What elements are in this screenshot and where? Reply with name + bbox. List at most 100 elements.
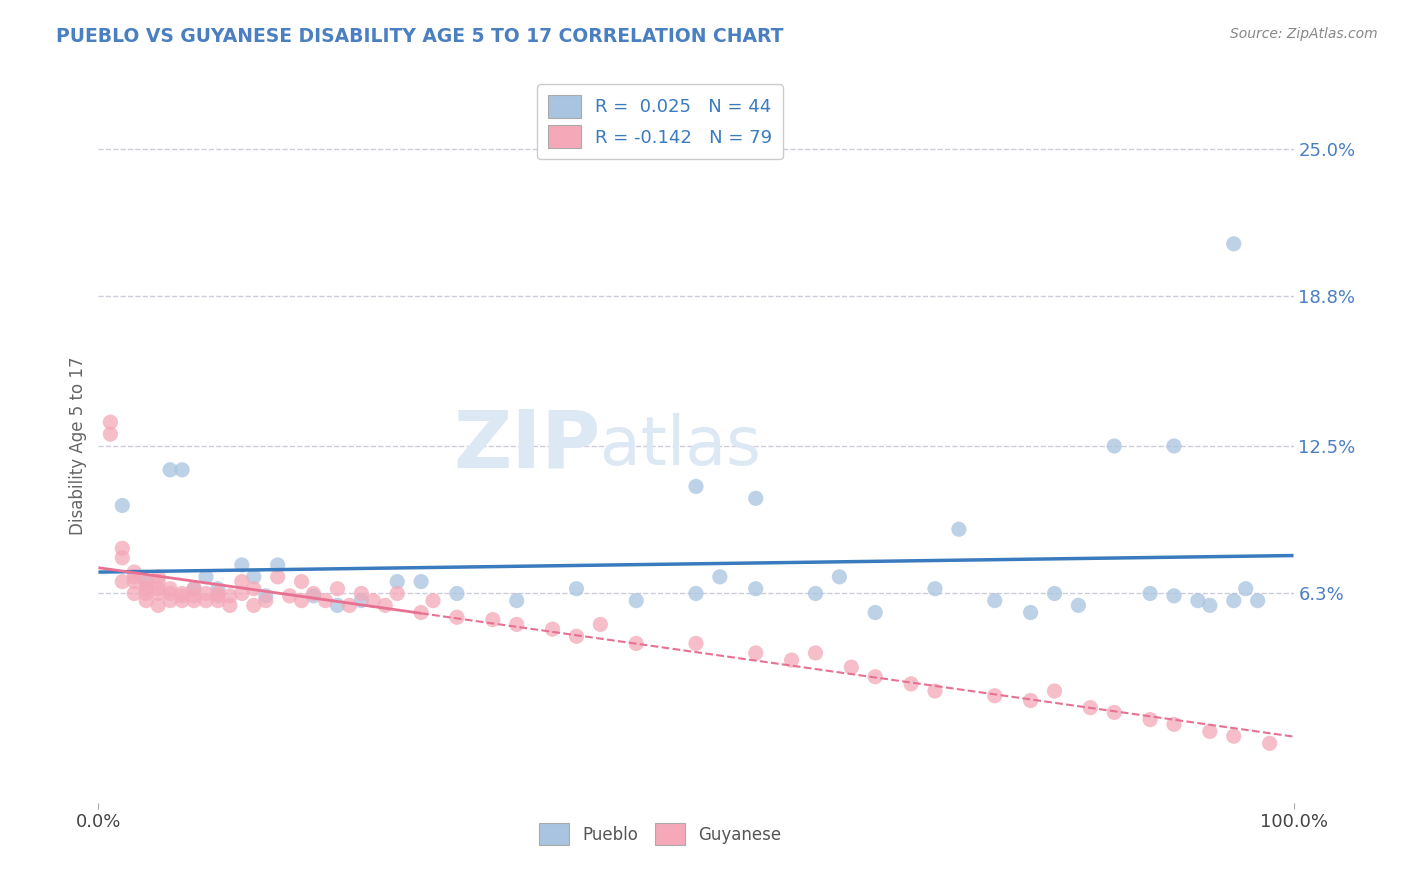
Point <box>565 629 588 643</box>
Point <box>626 593 648 607</box>
Point <box>124 586 146 600</box>
Point <box>339 599 361 613</box>
Point <box>135 582 157 596</box>
Point <box>243 599 266 613</box>
Point <box>302 586 325 600</box>
Point <box>506 593 529 607</box>
Point <box>828 570 851 584</box>
Y-axis label: Disability Age 5 to 17: Disability Age 5 to 17 <box>69 357 87 535</box>
Point <box>183 582 205 596</box>
Point <box>124 570 146 584</box>
Point <box>111 574 134 589</box>
Point <box>98 415 122 429</box>
Point <box>278 589 301 603</box>
Point <box>984 689 1007 703</box>
Point <box>745 582 768 596</box>
Text: ZIP: ZIP <box>453 407 600 485</box>
Point <box>302 589 325 603</box>
Point <box>363 593 385 607</box>
Point <box>350 593 373 607</box>
Point <box>219 589 242 603</box>
Point <box>1199 599 1222 613</box>
Point <box>135 586 157 600</box>
Point <box>172 593 194 607</box>
Point <box>1247 593 1270 607</box>
Point <box>780 653 803 667</box>
Point <box>243 582 266 596</box>
Point <box>291 593 314 607</box>
Point <box>291 574 314 589</box>
Point <box>1043 586 1066 600</box>
Point <box>1187 593 1209 607</box>
Text: PUEBLO VS GUYANESE DISABILITY AGE 5 TO 17 CORRELATION CHART: PUEBLO VS GUYANESE DISABILITY AGE 5 TO 1… <box>56 27 783 45</box>
Point <box>159 586 181 600</box>
Point <box>1163 717 1185 731</box>
Point <box>148 570 170 584</box>
Point <box>1163 589 1185 603</box>
Point <box>267 570 290 584</box>
Point <box>1043 684 1066 698</box>
Point <box>900 677 922 691</box>
Point <box>148 599 170 613</box>
Text: Source: ZipAtlas.com: Source: ZipAtlas.com <box>1230 27 1378 41</box>
Point <box>626 636 648 650</box>
Point <box>541 622 564 636</box>
Point <box>231 574 253 589</box>
Point <box>745 491 768 506</box>
Point <box>565 582 588 596</box>
Point <box>745 646 768 660</box>
Point <box>446 610 468 624</box>
Point <box>1067 599 1090 613</box>
Point <box>1139 586 1161 600</box>
Point <box>709 570 731 584</box>
Point <box>159 593 181 607</box>
Point <box>135 582 157 596</box>
Point <box>374 599 396 613</box>
Text: atlas: atlas <box>600 413 761 479</box>
Point <box>254 593 277 607</box>
Point <box>135 593 157 607</box>
Point <box>841 660 863 674</box>
Point <box>219 599 242 613</box>
Point <box>422 593 444 607</box>
Point <box>111 499 134 513</box>
Point <box>1223 593 1246 607</box>
Point <box>446 586 468 600</box>
Point <box>506 617 529 632</box>
Point <box>135 574 157 589</box>
Point <box>172 586 194 600</box>
Point <box>1139 713 1161 727</box>
Point <box>1223 236 1246 251</box>
Point <box>1258 736 1281 750</box>
Point <box>1163 439 1185 453</box>
Point <box>135 574 157 589</box>
Point <box>231 586 253 600</box>
Point <box>924 582 946 596</box>
Point <box>804 586 827 600</box>
Point <box>315 593 337 607</box>
Point <box>111 550 134 565</box>
Point <box>159 582 181 596</box>
Point <box>254 589 277 603</box>
Point <box>98 427 122 442</box>
Point <box>1019 693 1042 707</box>
Point <box>124 574 146 589</box>
Point <box>481 613 505 627</box>
Point <box>243 570 266 584</box>
Point <box>148 582 170 596</box>
Point <box>984 593 1007 607</box>
Point <box>172 463 194 477</box>
Point <box>385 574 409 589</box>
Point <box>148 586 170 600</box>
Point <box>685 479 707 493</box>
Point <box>411 574 433 589</box>
Point <box>589 617 612 632</box>
Point <box>1019 606 1042 620</box>
Point <box>804 646 827 660</box>
Point <box>207 593 229 607</box>
Point <box>183 589 205 603</box>
Point <box>195 570 218 584</box>
Point <box>1104 706 1126 720</box>
Point <box>207 582 229 596</box>
Point <box>231 558 253 572</box>
